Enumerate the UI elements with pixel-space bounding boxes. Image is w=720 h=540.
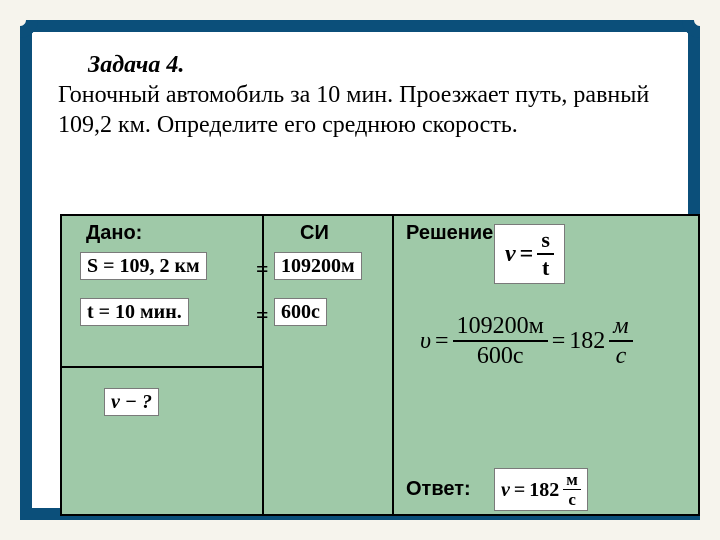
answer-value: 182 — [529, 479, 559, 501]
answer-chip: v = 182 м с — [494, 468, 588, 511]
calc-lhs: υ — [420, 328, 431, 354]
problem-body: Гоночный автомобиль за 10 мин. Проезжает… — [58, 82, 649, 138]
formula-eq: = — [520, 241, 534, 267]
header-si: СИ — [300, 222, 329, 245]
calc-eq1: = — [435, 328, 449, 354]
formula-fraction: s t — [537, 229, 554, 279]
calc-num: 109200м — [453, 314, 548, 342]
header-answer: Ответ: — [406, 478, 471, 501]
given-t-si-text: 600с — [281, 301, 320, 323]
given-t-si-chip: 600с — [274, 298, 327, 326]
calc-unit-den: с — [609, 342, 632, 368]
eq-sign-s: = — [256, 256, 269, 282]
given-t-text: t = 10 мин. — [87, 301, 182, 323]
given-s-text: S = 109, 2 км — [87, 255, 200, 277]
answer-lhs: v — [501, 479, 510, 501]
calculation-line: υ = 109200м 600с = 182 м с — [414, 312, 639, 370]
given-s-si-chip: 109200м — [274, 252, 362, 280]
answer-unit: м с — [563, 471, 581, 508]
formula-chip: v = s t — [494, 224, 565, 284]
header-given: Дано: — [86, 222, 142, 245]
solution-table: Дано: СИ Решение: Ответ: S = 109, 2 км =… — [60, 214, 700, 516]
given-s-chip: S = 109, 2 км — [80, 252, 207, 280]
slide-paper: Задача 4. Гоночный автомобиль за 10 мин.… — [32, 32, 688, 508]
problem-title: Задача 4. — [88, 52, 184, 78]
answer-unit-num: м — [563, 471, 581, 490]
find-text: v − ? — [111, 391, 152, 413]
find-chip: v − ? — [104, 388, 159, 416]
table-divider-h — [62, 366, 262, 368]
calc-unit-num: м — [609, 314, 632, 342]
table-divider-2 — [392, 216, 394, 514]
header-solution: Решение: — [406, 222, 500, 245]
problem-text-block: Задача 4. Гоночный автомобиль за 10 мин.… — [32, 32, 688, 148]
given-t-chip: t = 10 мин. — [80, 298, 189, 326]
formula-num: s — [537, 229, 554, 255]
eq-sign-t: = — [256, 302, 269, 328]
given-s-si-text: 109200м — [281, 255, 355, 277]
answer-unit-den: с — [563, 490, 581, 508]
answer-eq: = — [514, 479, 525, 501]
calc-den: 600с — [453, 342, 548, 368]
formula-lhs: v — [505, 241, 516, 267]
slide-frame: Задача 4. Гоночный автомобиль за 10 мин.… — [20, 20, 700, 520]
calc-eq2: = — [552, 328, 566, 354]
calc-value: 182 — [569, 328, 605, 354]
formula-den: t — [537, 255, 554, 279]
